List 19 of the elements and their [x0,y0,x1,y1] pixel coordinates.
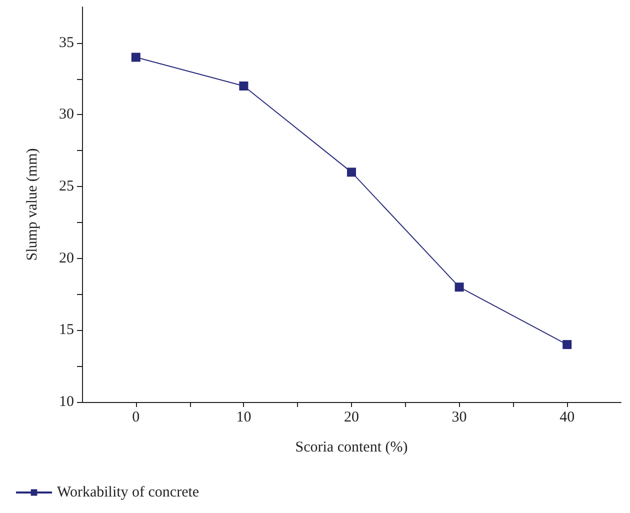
point [239,82,248,90]
y-tick-label: 20 [59,250,74,266]
y-tick-label: 35 [59,34,74,51]
y-axis-title: Slump value (mm) [24,148,40,261]
point [131,52,140,62]
point [347,168,356,177]
y-tick-label: 10 [59,394,74,410]
x-tick-label: 30 [452,410,467,426]
x-tick-label: 20 [344,410,359,426]
x-axis-title: Scoria content (%) [295,440,408,456]
x-tick-label: 0 [132,410,140,426]
x-tick-label: 40 [560,410,575,426]
point [562,340,572,350]
legend-label: Workability of concrete [57,484,200,500]
point [454,282,464,292]
y-tick-label: 30 [59,106,74,123]
y-tick-label: 25 [59,178,74,195]
x-tick-label: 10 [236,410,252,426]
y-tick-label: 15 [59,322,74,338]
